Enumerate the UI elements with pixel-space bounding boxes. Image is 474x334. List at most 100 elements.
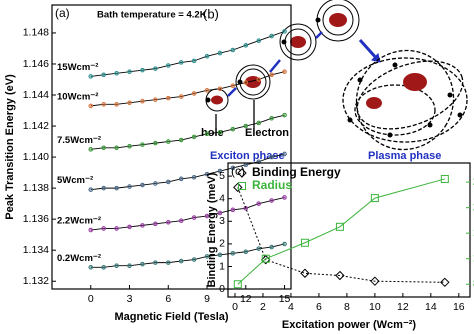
point (140, 67, 145, 73)
series-label: 7.5Wcm⁻² (57, 135, 101, 146)
x-tick-label: 6 (316, 301, 322, 313)
point (88, 227, 94, 233)
point (165, 95, 171, 101)
fit-line (90, 71, 285, 107)
point (165, 219, 171, 225)
point (269, 33, 274, 39)
point (140, 223, 145, 228)
point (261, 255, 271, 265)
point (282, 69, 287, 75)
point (178, 218, 184, 224)
point (204, 254, 210, 259)
series-label: 10Wcm⁻² (57, 91, 98, 102)
point (243, 206, 249, 211)
x-tick-label: 16 (453, 301, 465, 313)
point (114, 70, 119, 76)
x-tick-label: 6 (165, 293, 171, 305)
legend-label: Binding Energy (252, 165, 341, 179)
point (114, 185, 119, 191)
series-label: 2.2Wcm⁻² (57, 216, 101, 227)
point (204, 213, 210, 219)
x-tick-label: 9 (204, 293, 210, 305)
point (282, 29, 287, 34)
point (230, 207, 236, 213)
point (243, 80, 249, 85)
point (191, 215, 197, 220)
point (243, 249, 249, 255)
y-tick-label: 1.132 (23, 275, 49, 287)
y-tick-label: 1.138 (23, 182, 49, 194)
point (217, 50, 223, 56)
point (230, 251, 236, 256)
y-axis-title: Binding Energy (meV) (206, 172, 218, 287)
point (165, 63, 171, 68)
point (256, 246, 262, 251)
point (204, 171, 210, 177)
y-tick-label: 1.136 (23, 213, 49, 225)
point (114, 226, 119, 231)
point (140, 182, 145, 188)
point (178, 176, 184, 182)
y-tick-label: 1.148 (23, 27, 49, 39)
point (256, 38, 262, 43)
point (114, 263, 119, 269)
x-tick-label: 2 (260, 301, 266, 313)
x-axis-title: Magnetic Field (Tesla) (114, 311, 228, 323)
point (256, 77, 262, 82)
panel-label: (a) (55, 6, 70, 20)
point (101, 72, 106, 78)
legend-marker (237, 168, 247, 178)
point (282, 195, 287, 200)
panel-label: (b) (203, 6, 219, 21)
point (88, 147, 94, 152)
point (114, 145, 119, 151)
point (243, 123, 249, 129)
y-tick-label: 1.140 (23, 151, 49, 163)
x-tick-label: 0 (88, 293, 94, 305)
note: Bath temperature = 4.2K (97, 10, 207, 21)
point (191, 257, 197, 262)
point (153, 97, 158, 102)
point (261, 254, 270, 263)
point (282, 151, 287, 157)
y-tick-label: 1.146 (23, 58, 49, 70)
x-tick-label: 14 (425, 301, 437, 313)
x-tick-label: 12 (240, 293, 252, 305)
point (101, 102, 106, 107)
point (127, 263, 132, 269)
point (217, 129, 223, 135)
y-axis-title: Peak Transition Energy (eV) (4, 74, 16, 220)
point (335, 270, 345, 281)
legend-marker (238, 182, 246, 190)
point (140, 98, 145, 104)
plot-frame (227, 162, 471, 298)
fit-line (90, 196, 285, 231)
point (204, 88, 210, 93)
point (217, 252, 223, 258)
point (127, 143, 132, 149)
point (230, 47, 236, 53)
point (191, 58, 197, 64)
point (269, 154, 274, 160)
point (269, 244, 274, 250)
point (153, 66, 158, 71)
point (178, 60, 184, 65)
point (178, 94, 184, 99)
y-tick-label: 4 (219, 192, 225, 204)
point (269, 115, 274, 121)
point (230, 83, 236, 88)
series-label: 5Wcm⁻² (57, 175, 93, 186)
point (370, 194, 379, 203)
point (127, 69, 132, 75)
y-tick-label: 5 (219, 170, 225, 182)
point (127, 100, 132, 106)
point (191, 174, 197, 180)
point (101, 185, 106, 191)
point (127, 184, 132, 189)
point (256, 120, 262, 126)
y-tick-label: 1.142 (23, 120, 49, 132)
point (153, 260, 158, 265)
x-tick-label: 4 (288, 301, 294, 313)
